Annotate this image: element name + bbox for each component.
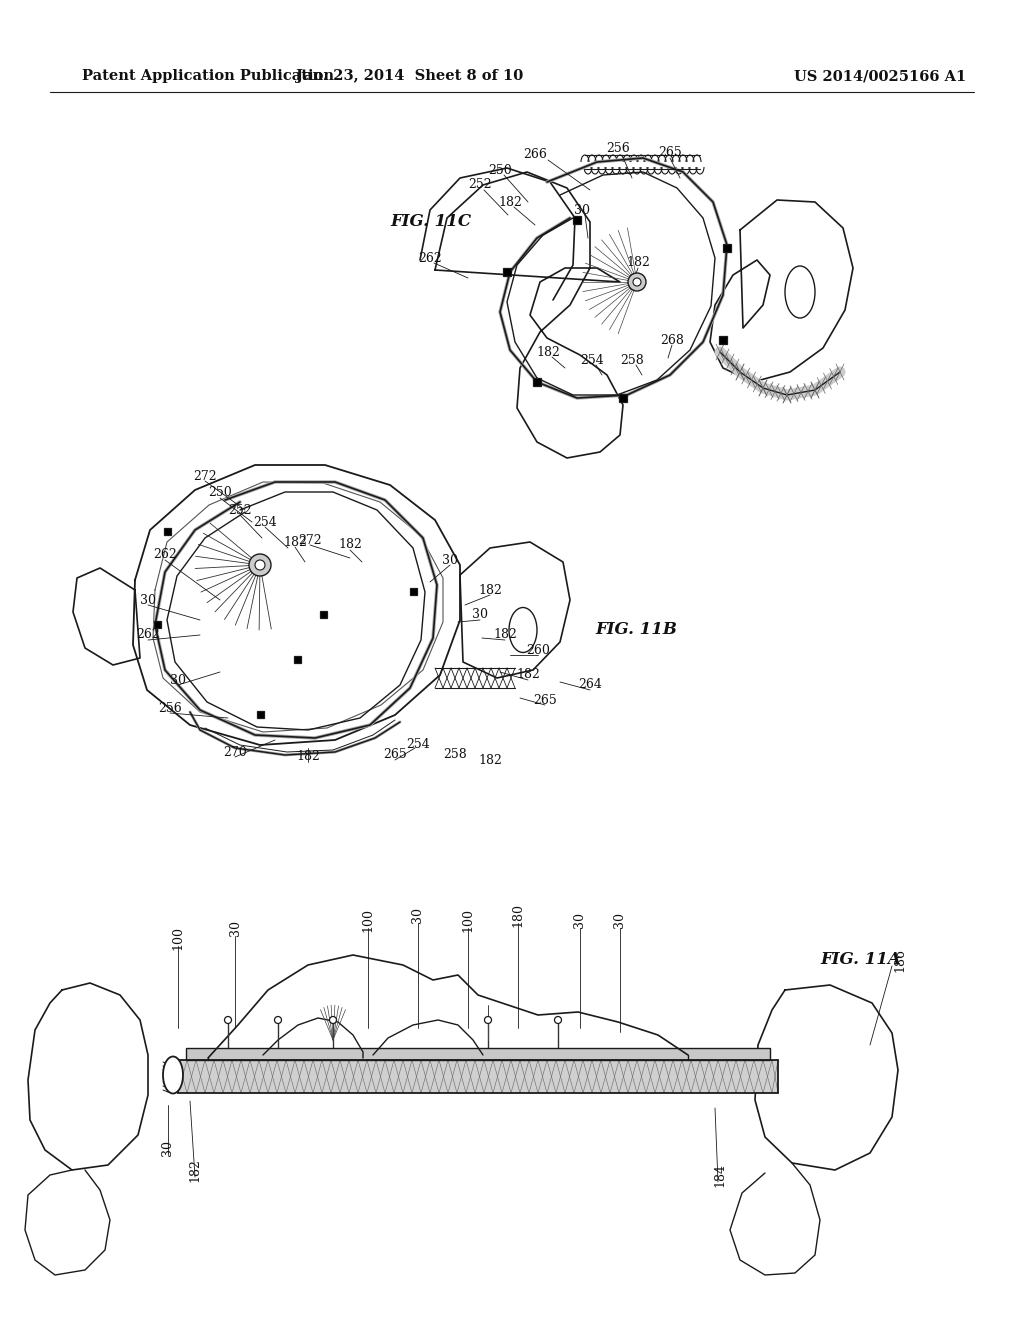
Bar <box>178 1060 778 1093</box>
Bar <box>257 711 264 718</box>
Text: 258: 258 <box>621 354 644 367</box>
Text: 266: 266 <box>523 149 547 161</box>
Bar <box>723 244 731 252</box>
Text: 272: 272 <box>194 470 217 483</box>
Bar <box>618 393 627 403</box>
Text: 268: 268 <box>660 334 684 346</box>
Text: 182: 182 <box>478 754 502 767</box>
Text: 100: 100 <box>462 908 474 932</box>
Text: 250: 250 <box>208 487 231 499</box>
Text: 260: 260 <box>526 644 550 656</box>
Text: 262: 262 <box>136 628 160 642</box>
Ellipse shape <box>555 1016 561 1023</box>
Text: FIG. 11A: FIG. 11A <box>820 952 901 969</box>
Ellipse shape <box>633 279 641 286</box>
Text: FIG. 11C: FIG. 11C <box>390 214 471 231</box>
Text: 30: 30 <box>472 609 488 622</box>
Text: 30: 30 <box>442 553 458 566</box>
Ellipse shape <box>484 1016 492 1023</box>
Ellipse shape <box>330 1016 337 1023</box>
Text: 100: 100 <box>171 927 184 950</box>
Text: 182: 182 <box>478 583 502 597</box>
Text: 254: 254 <box>253 516 276 528</box>
Text: 182: 182 <box>338 539 361 552</box>
Text: 30: 30 <box>613 912 627 928</box>
Bar <box>719 337 727 345</box>
Text: 182: 182 <box>626 256 650 268</box>
Text: 254: 254 <box>581 354 604 367</box>
Text: 30: 30 <box>573 912 587 928</box>
Text: 30: 30 <box>574 203 590 216</box>
Text: 182: 182 <box>188 1158 202 1181</box>
Bar <box>178 1060 778 1093</box>
Text: 262: 262 <box>154 549 177 561</box>
Text: 265: 265 <box>383 748 407 762</box>
Text: 258: 258 <box>443 748 467 762</box>
Bar <box>154 620 161 628</box>
Text: 265: 265 <box>534 693 557 706</box>
Text: 252: 252 <box>468 178 492 191</box>
Text: US 2014/0025166 A1: US 2014/0025166 A1 <box>794 69 966 83</box>
Text: 265: 265 <box>658 145 682 158</box>
Text: 30: 30 <box>412 907 425 923</box>
Text: 182: 182 <box>516 668 540 681</box>
Ellipse shape <box>255 560 265 570</box>
Text: Jan. 23, 2014  Sheet 8 of 10: Jan. 23, 2014 Sheet 8 of 10 <box>296 69 523 83</box>
Text: 250: 250 <box>488 164 512 177</box>
Ellipse shape <box>509 607 537 652</box>
Bar <box>294 656 301 663</box>
Text: 100: 100 <box>361 908 375 932</box>
Text: 254: 254 <box>407 738 430 751</box>
Ellipse shape <box>628 273 646 290</box>
Bar <box>164 528 171 535</box>
Bar <box>573 216 581 224</box>
Text: 256: 256 <box>158 701 182 714</box>
Bar <box>534 378 541 385</box>
Ellipse shape <box>163 1056 183 1093</box>
Ellipse shape <box>274 1016 282 1023</box>
Text: 182: 182 <box>498 195 522 209</box>
Bar <box>319 611 327 618</box>
Text: 272: 272 <box>298 533 322 546</box>
Text: 30: 30 <box>162 1140 174 1156</box>
Text: 252: 252 <box>228 503 252 516</box>
Text: 30: 30 <box>140 594 156 606</box>
Text: 184: 184 <box>714 1163 726 1187</box>
Text: 30: 30 <box>170 673 186 686</box>
Bar <box>186 1048 770 1060</box>
Text: 182: 182 <box>536 346 560 359</box>
Text: 270: 270 <box>223 746 247 759</box>
Text: 182: 182 <box>296 751 319 763</box>
Text: Patent Application Publication: Patent Application Publication <box>82 69 334 83</box>
Text: 262: 262 <box>418 252 442 264</box>
Text: 256: 256 <box>606 141 630 154</box>
Ellipse shape <box>224 1016 231 1023</box>
Ellipse shape <box>785 267 815 318</box>
Bar <box>503 268 511 276</box>
Text: 182: 182 <box>494 628 517 642</box>
Text: 182: 182 <box>283 536 307 549</box>
Text: 264: 264 <box>579 678 602 692</box>
Text: 180: 180 <box>512 903 524 927</box>
Text: FIG. 11B: FIG. 11B <box>595 622 677 639</box>
Bar <box>186 1048 770 1060</box>
Ellipse shape <box>249 554 271 576</box>
Text: 30: 30 <box>228 920 242 936</box>
Text: 186: 186 <box>894 948 906 972</box>
Bar <box>410 587 417 595</box>
